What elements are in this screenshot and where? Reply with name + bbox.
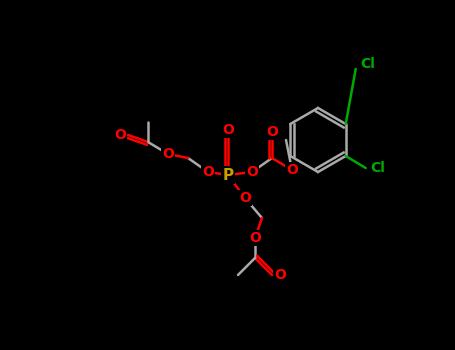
Text: O: O <box>114 128 126 142</box>
Text: O: O <box>222 123 234 137</box>
Text: Cl: Cl <box>370 161 385 175</box>
Text: Cl: Cl <box>360 57 375 71</box>
Text: O: O <box>286 163 298 177</box>
Text: O: O <box>162 147 174 161</box>
Text: O: O <box>239 191 251 205</box>
Text: O: O <box>202 165 214 179</box>
Text: P: P <box>222 168 233 182</box>
Text: O: O <box>246 165 258 179</box>
Text: O: O <box>266 125 278 139</box>
Text: O: O <box>249 231 261 245</box>
Text: O: O <box>274 268 286 282</box>
